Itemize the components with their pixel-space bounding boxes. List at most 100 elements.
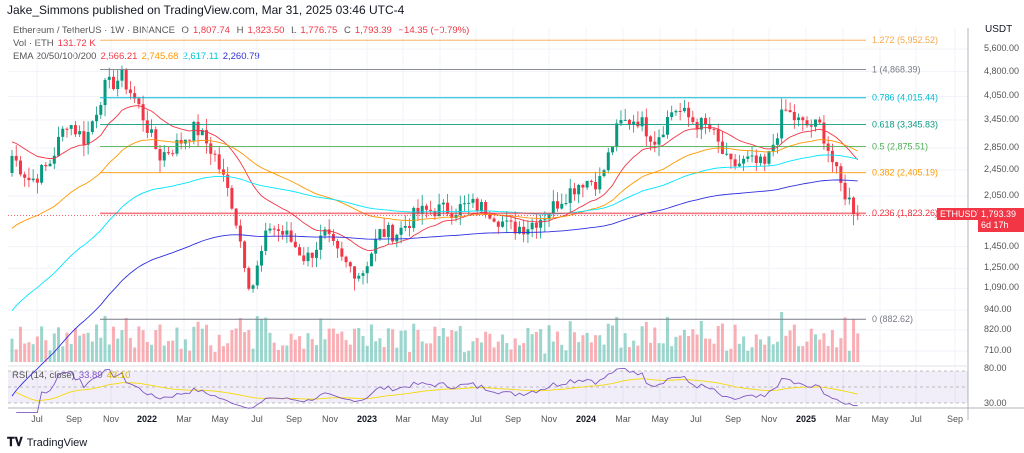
volume-bar [65,332,69,362]
volume-bar [818,339,822,362]
volume-bar [386,328,390,362]
volume-bar [150,344,154,362]
volume-bar [733,324,737,362]
candle-body [357,275,361,279]
rsi-tick-30: 30.00 [984,398,1007,408]
volume-bar [416,329,420,362]
candle-body [572,188,576,195]
volume-bar [839,338,843,362]
candle-body [213,153,217,155]
candle-body [695,122,699,130]
candle-body [640,117,644,127]
price-tick: 4,050.00 [984,90,1020,101]
volume-bar [433,326,437,362]
candle-body [293,241,297,248]
volume-bar [107,344,111,362]
volume-bar [534,331,538,362]
candle-body [154,129,158,150]
volume-bar [530,334,534,362]
volume-bar [230,330,234,362]
candle-body [767,151,771,164]
time-tick: Sep [285,414,302,424]
ema200-line [11,179,858,397]
candle-body [251,285,255,289]
currency-label[interactable]: USDT [985,24,1013,35]
volume-bar [754,334,758,362]
volume-bar [133,347,137,362]
volume-bar [124,317,128,362]
volume-bar [543,353,547,362]
candle-body [733,159,737,167]
candle-body [255,265,259,286]
ema50-line [11,139,858,229]
volume-bar [771,344,775,362]
ema20-value: 2,566.21 [100,51,138,62]
candle-body [644,117,648,137]
candle-body [205,130,209,144]
tv-logo-icon: 𝐓𝐕 [7,435,23,449]
volume-bar [746,350,750,362]
candle-body [353,266,357,279]
volume-bar [213,351,217,362]
ema100-value: 2,617.11 [182,51,219,62]
time-tick: Nov [540,414,557,424]
candle-body [534,222,538,228]
candle-body [687,107,691,118]
volume-bar [572,332,576,362]
candle-body [809,125,813,127]
time-tick: 2024 [576,414,597,424]
volume-legend: Vol · ETH 131.72 K [13,38,100,49]
volume-bar [243,332,247,362]
candle-body [264,230,268,251]
tradingview-logo[interactable]: 𝐓𝐕 TradingView [7,435,87,450]
candle-body [416,207,420,214]
volume-bar [759,339,763,362]
volume-bar [606,323,610,362]
volume-bar [298,336,302,362]
candle-body [14,155,18,161]
candle-body [488,214,492,219]
volume-bar [484,331,488,362]
volume-bar [699,321,703,362]
volume-bar [357,327,361,362]
candle-body [23,174,27,178]
candle-body [682,107,686,112]
candle-body [665,116,669,135]
volume-bar [14,349,18,362]
candle-body [801,117,805,121]
candle-body [691,117,695,123]
volume-bar [437,336,441,362]
volume-bar [31,344,35,362]
symbol-name[interactable]: Ethereum / TetherUS · 1W · BINANCE [13,25,175,36]
candle-body [577,184,581,195]
volume-bar [196,321,200,362]
volume-bar [589,342,593,362]
candle-body [133,93,137,99]
volume-bar [234,328,238,362]
volume-bar [285,345,289,362]
candle-body [564,203,568,205]
time-tick: Sep [724,414,741,424]
candle-body [196,121,200,136]
candle-body [61,128,65,137]
candle-body [365,266,369,274]
volume-bar [90,341,94,362]
volume-bar [644,321,648,362]
candle-body [568,188,572,204]
candle-body [272,228,276,230]
volume-bar [517,345,521,362]
candle-body [458,204,462,215]
volume-bar [720,323,724,362]
candle-body [839,166,843,183]
open-value: 1,807.74 [192,25,230,36]
volume-bar [302,348,306,362]
volume-bar [120,330,124,362]
candle-body [441,202,445,205]
time-tick: Jul [690,414,702,424]
volume-bar [780,312,784,362]
candle-body [314,249,318,258]
volume-bar [255,316,259,362]
volume-bar [805,341,809,362]
candle-body [424,205,428,210]
